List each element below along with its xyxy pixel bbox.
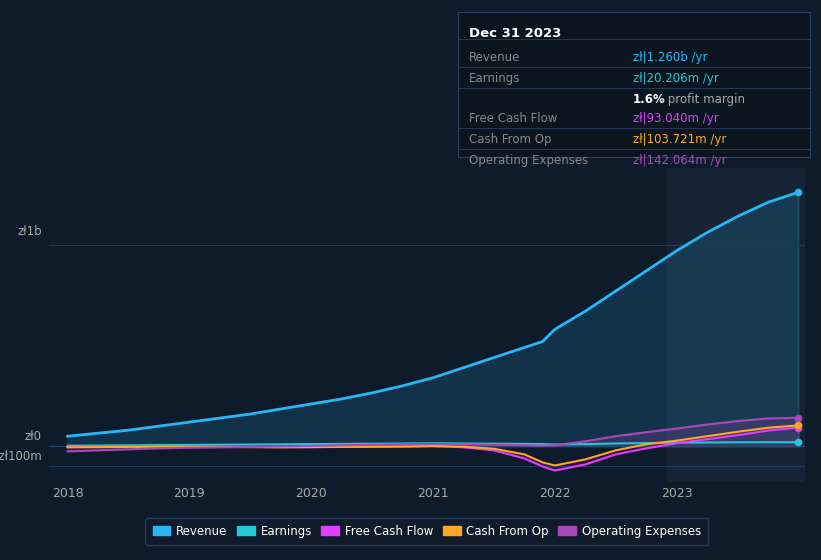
Text: Revenue: Revenue — [469, 50, 521, 64]
Text: zł0: zł0 — [25, 430, 42, 443]
Legend: Revenue, Earnings, Free Cash Flow, Cash From Op, Operating Expenses: Revenue, Earnings, Free Cash Flow, Cash … — [145, 517, 709, 545]
Text: Operating Expenses: Operating Expenses — [469, 154, 588, 167]
Text: Cash From Op: Cash From Op — [469, 133, 551, 146]
Text: Free Cash Flow: Free Cash Flow — [469, 111, 557, 125]
Text: zł|20.206m /yr: zł|20.206m /yr — [633, 72, 719, 85]
Text: Dec 31 2023: Dec 31 2023 — [469, 27, 562, 40]
Text: Earnings: Earnings — [469, 72, 521, 85]
Text: zł|142.064m /yr: zł|142.064m /yr — [633, 154, 727, 167]
Bar — [667, 168, 805, 482]
Text: 1.6%: 1.6% — [633, 93, 666, 106]
Text: -zł100m: -zł100m — [0, 450, 42, 463]
Text: zł|93.040m /yr: zł|93.040m /yr — [633, 111, 718, 125]
Text: zł|1.260b /yr: zł|1.260b /yr — [633, 50, 708, 64]
Text: profit margin: profit margin — [664, 93, 745, 106]
Text: zł1b: zł1b — [17, 225, 42, 239]
Text: zł|103.721m /yr: zł|103.721m /yr — [633, 133, 727, 146]
